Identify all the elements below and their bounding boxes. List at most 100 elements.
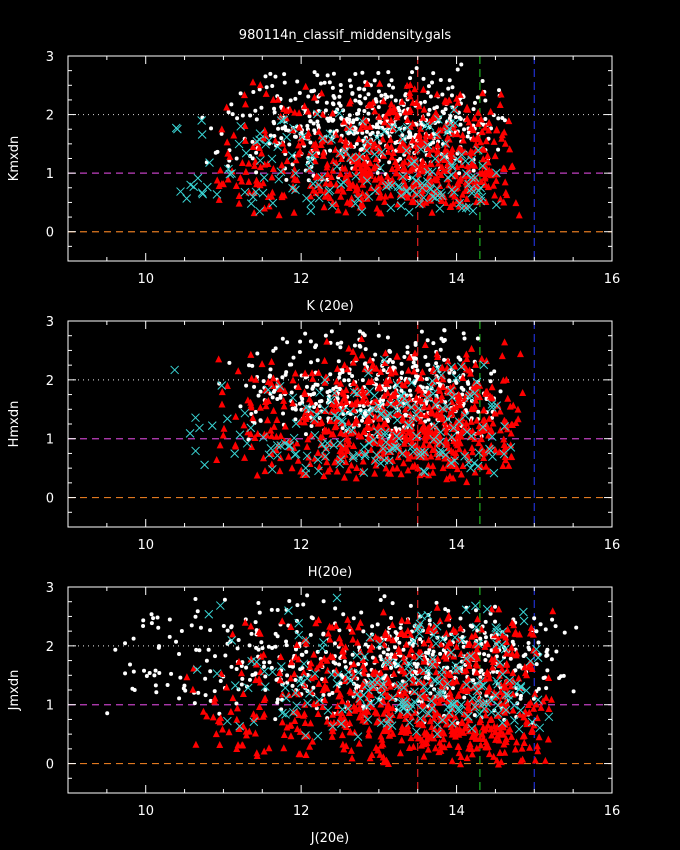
data-point-red: [277, 432, 285, 440]
data-point-white: [434, 105, 439, 110]
data-point-cyan: [355, 152, 364, 162]
data-point-white: [385, 335, 390, 340]
data-point-cyan: [291, 185, 300, 195]
data-point-cyan: [261, 139, 271, 149]
data-point-white: [416, 698, 421, 703]
data-point-red: [481, 123, 489, 131]
data-point-red: [479, 155, 487, 163]
data-point-red: [504, 625, 512, 633]
data-point-cyan: [291, 168, 300, 178]
data-point-white: [273, 644, 278, 649]
data-point-red: [379, 423, 387, 431]
data-point-red: [411, 85, 419, 93]
data-point-white: [465, 134, 470, 139]
data-point-cyan: [386, 399, 396, 409]
data-point-red: [231, 441, 239, 449]
data-point-red: [355, 739, 363, 747]
data-point-white: [428, 94, 433, 99]
data-point-white: [459, 62, 464, 67]
data-point-red: [433, 176, 441, 184]
data-point-red: [392, 409, 400, 417]
data-point-red: [233, 715, 241, 723]
data-point-red: [419, 113, 427, 121]
data-point-red: [235, 199, 243, 207]
data-point-cyan: [207, 421, 217, 431]
data-point-white: [123, 671, 128, 676]
data-point-cyan: [417, 611, 427, 621]
data-point-white: [419, 699, 424, 704]
data-point-cyan: [462, 680, 471, 690]
data-point-white: [271, 119, 276, 124]
data-point-cyan: [474, 639, 483, 649]
data-point-cyan: [274, 174, 284, 184]
data-point-white: [483, 635, 488, 640]
data-point-cyan: [217, 381, 227, 390]
data-point-white: [208, 669, 213, 674]
data-point-cyan: [223, 716, 232, 726]
data-point-white: [381, 368, 386, 373]
data-point-white: [285, 673, 290, 678]
data-point-white: [153, 668, 158, 673]
data-point-red: [509, 706, 517, 714]
data-point-red: [382, 377, 390, 385]
data-point-cyan: [379, 127, 389, 136]
data-point-cyan: [397, 449, 407, 458]
data-point-white: [378, 598, 383, 603]
data-point-cyan: [247, 656, 256, 666]
data-point-red: [498, 352, 506, 360]
data-point-white: [284, 177, 289, 182]
data-point-red: [335, 150, 343, 158]
data-point-cyan: [227, 636, 237, 645]
data-point-red: [365, 725, 373, 733]
data-point-red: [471, 379, 479, 387]
data-point-white: [154, 690, 159, 695]
y-tick-label: 3: [46, 315, 54, 330]
data-point-white: [244, 665, 249, 670]
data-point-white: [372, 78, 377, 83]
data-point-red: [465, 165, 473, 173]
data-point-white: [254, 117, 259, 122]
data-point-cyan: [197, 130, 207, 139]
data-point-red: [393, 398, 401, 406]
data-point-red: [416, 720, 424, 728]
data-point-red: [261, 160, 269, 168]
data-point-red: [336, 170, 344, 178]
data-point-red: [442, 629, 450, 637]
data-point-white: [321, 599, 326, 604]
data-point-cyan: [291, 419, 301, 428]
data-point-cyan: [275, 381, 285, 391]
data-point-cyan: [329, 440, 339, 450]
data-point-red: [444, 160, 452, 168]
data-point-red: [217, 669, 225, 677]
data-point-red: [248, 443, 256, 451]
data-point-white: [390, 360, 395, 365]
data-point-white: [354, 141, 359, 146]
data-point-red: [391, 368, 399, 376]
data-point-red: [485, 467, 493, 475]
data-point-cyan: [193, 173, 203, 183]
data-point-cyan: [288, 393, 298, 403]
data-point-red: [463, 355, 471, 363]
data-point-cyan: [272, 441, 282, 450]
data-point-red: [409, 742, 417, 750]
data-point-red: [422, 198, 430, 206]
data-point-white: [330, 690, 335, 695]
data-point-white: [483, 98, 488, 103]
data-point-white: [234, 156, 239, 161]
data-point-white: [306, 94, 311, 99]
data-point-cyan: [427, 704, 437, 713]
data-point-red: [502, 375, 510, 383]
data-point-white: [541, 676, 546, 681]
data-point-red: [446, 688, 454, 696]
data-point-red: [295, 750, 303, 758]
data-point-white: [337, 662, 342, 667]
data-point-white: [327, 80, 332, 85]
data-point-red: [509, 669, 517, 677]
data-point-red: [280, 744, 288, 752]
data-point-red: [317, 186, 325, 194]
data-point-red: [253, 752, 261, 760]
data-point-cyan: [489, 468, 499, 478]
data-point-red: [502, 188, 510, 196]
data-point-red: [365, 690, 373, 698]
